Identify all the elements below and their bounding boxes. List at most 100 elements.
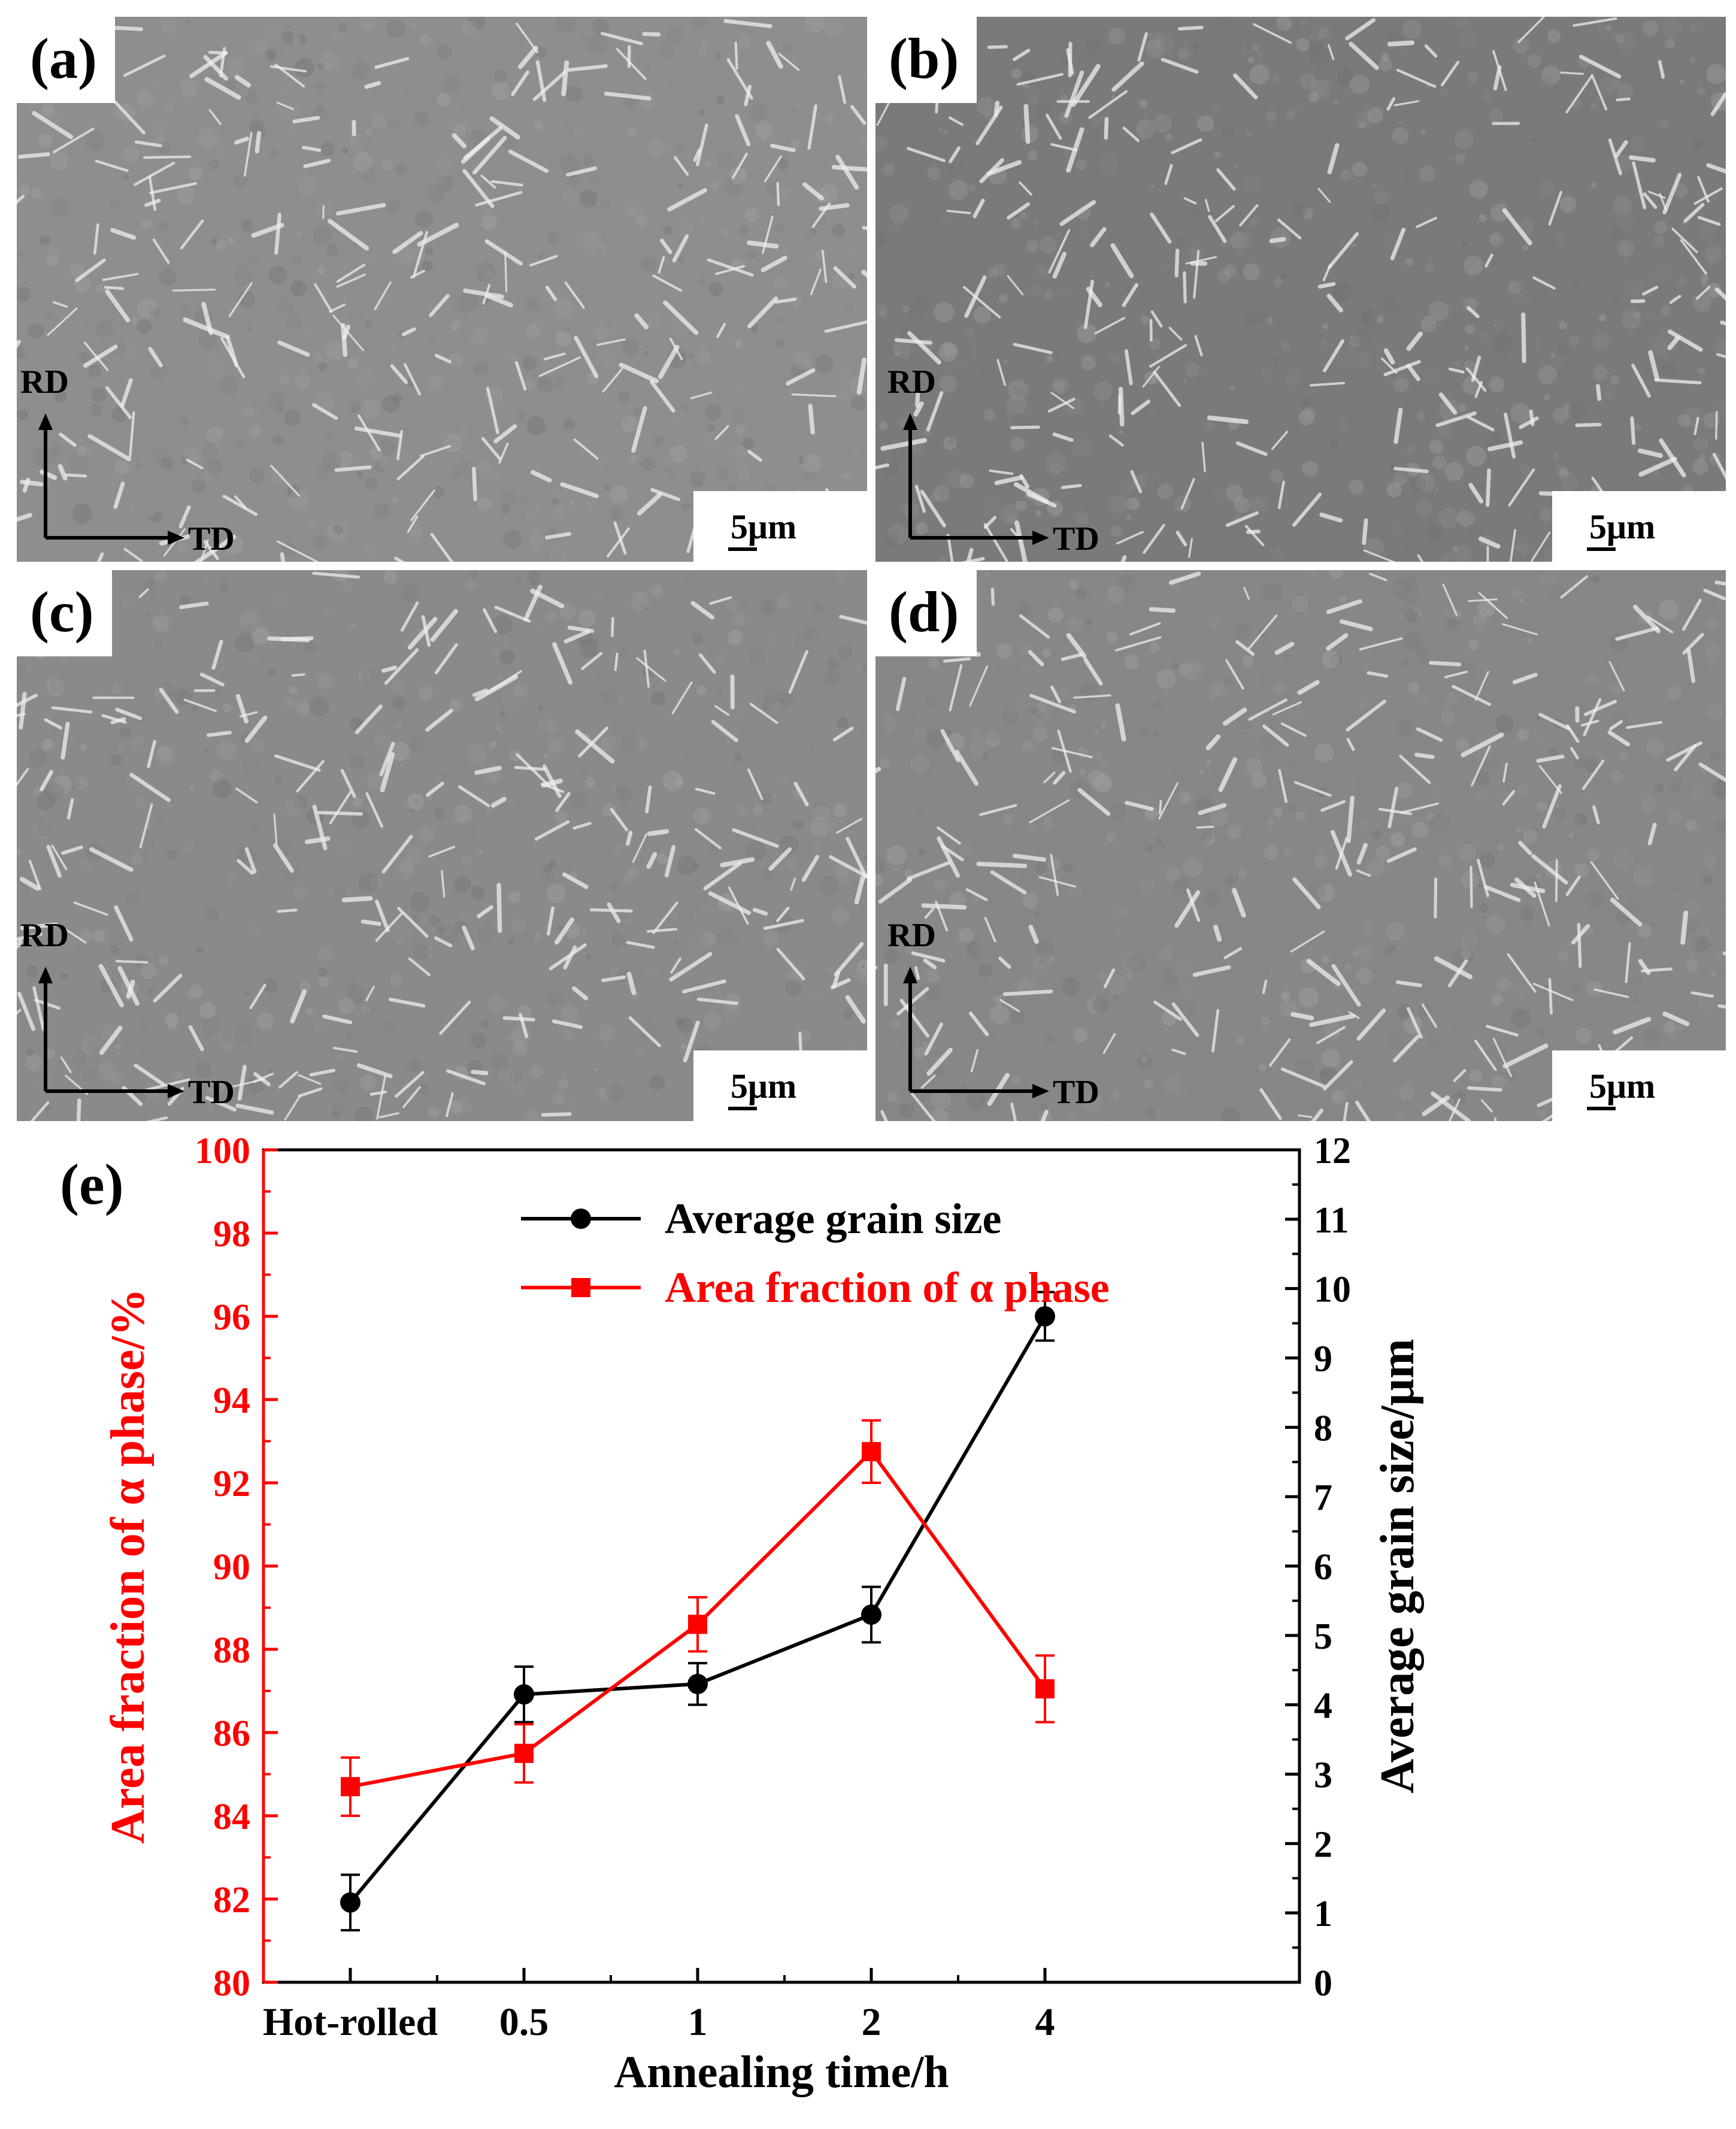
- grain-boundary: [237, 859, 254, 875]
- grain-boundary: [1316, 1026, 1346, 1044]
- grain-boundary: [98, 964, 124, 1008]
- grain-boundary: [73, 901, 108, 916]
- grain-boundary: [695, 123, 708, 166]
- grain-boundary: [1431, 1091, 1471, 1121]
- grain-boundary: [1400, 802, 1439, 814]
- grain-boundary: [846, 837, 867, 879]
- grain-boundary: [614, 652, 619, 671]
- grain-boundary: [312, 403, 338, 420]
- grain-boundary: [1484, 885, 1521, 903]
- grain-boundary: [776, 181, 780, 207]
- grain-boundary: [483, 608, 498, 634]
- grain-boundary: [152, 238, 170, 264]
- grain-boundary: [52, 128, 95, 154]
- grain-boundary: [17, 195, 25, 204]
- grain-boundary: [1714, 287, 1726, 301]
- grain-boundary: [87, 434, 132, 462]
- grain-boundary: [1272, 701, 1302, 716]
- grain-boundary: [1477, 858, 1489, 897]
- grain-boundary: [89, 847, 134, 872]
- legend-marker: [571, 1209, 591, 1229]
- grain-boundary: [123, 548, 143, 562]
- grain-boundary: [1537, 1098, 1554, 1107]
- grain-boundary: [1356, 1008, 1386, 1041]
- legend-label: Average grain size: [665, 1195, 1001, 1243]
- grain-boundary: [1492, 1037, 1513, 1077]
- left-tick-label: 92: [213, 1464, 250, 1504]
- grain-boundary: [563, 629, 590, 644]
- grain-boundary: [831, 165, 867, 172]
- grain-boundary: [1114, 636, 1162, 652]
- orientation-arrows: [38, 967, 184, 1098]
- grain-boundary: [913, 401, 924, 417]
- grain-boundary: [1183, 197, 1197, 205]
- grain-boundary: [532, 70, 566, 101]
- grain-boundary: [1247, 614, 1278, 650]
- grain-boundary: [1040, 1110, 1049, 1121]
- grain-boundary: [378, 1112, 399, 1119]
- grain-boundary: [1050, 853, 1059, 896]
- grain-boundary: [1671, 228, 1698, 253]
- grain-boundary: [172, 288, 216, 292]
- grain-boundary: [420, 444, 452, 458]
- grain-boundary: [946, 210, 971, 214]
- grain-boundary: [28, 859, 42, 891]
- grain-boundary: [764, 155, 782, 183]
- grain-boundary: [65, 473, 87, 478]
- grain-boundary: [567, 64, 608, 72]
- right-tick-label: 12: [1314, 1131, 1351, 1171]
- grain-boundary: [546, 906, 555, 936]
- grain-boundary: [994, 475, 1024, 486]
- grain-boundary: [239, 711, 258, 718]
- grain-boundary: [541, 1112, 572, 1117]
- grain-boundary: [143, 155, 192, 159]
- grain-boundary: [723, 19, 772, 29]
- grain-boundary: [1486, 546, 1489, 562]
- grain-boundary: [949, 146, 961, 163]
- grain-boundary: [354, 426, 402, 438]
- grain-boundary: [936, 826, 961, 845]
- left-tick-label: 98: [213, 1214, 250, 1255]
- grain-boundary: [135, 140, 162, 147]
- grain-boundary: [57, 923, 87, 944]
- grain-boundary: [1052, 252, 1067, 279]
- grain-boundary: [1143, 523, 1165, 554]
- grain-boundary: [1643, 192, 1658, 209]
- grain-boundary: [1697, 216, 1721, 226]
- grain-boundary: [601, 975, 626, 983]
- grain-boundary: [808, 404, 815, 435]
- grain-boundary: [1153, 1000, 1182, 1021]
- grain-boundary: [1502, 1043, 1549, 1068]
- grain-boundary: [116, 959, 149, 964]
- grain-boundary: [365, 986, 375, 1001]
- data-point: [687, 1673, 708, 1694]
- panel-label: (d): [875, 570, 977, 656]
- grain-boundary: [534, 820, 570, 841]
- grain-boundary: [1686, 648, 1696, 683]
- grain-boundary: [490, 180, 523, 187]
- scale-bar-box: 5μm: [693, 1050, 867, 1121]
- grain-boundary: [1560, 575, 1588, 599]
- td-label: TD: [1053, 1074, 1099, 1111]
- grain-boundary: [1177, 26, 1204, 31]
- grain-boundary: [270, 65, 307, 73]
- grain-boundary: [1531, 531, 1551, 562]
- grain-boundary: [829, 855, 867, 879]
- grain-boundary: [1340, 619, 1373, 632]
- grain-boundary: [1630, 416, 1636, 445]
- grain-boundary: [845, 995, 867, 1024]
- grain-boundary: [178, 505, 191, 529]
- grain-boundary: [104, 286, 124, 290]
- grain-boundary: [1716, 353, 1726, 359]
- grain-boundary: [1158, 799, 1162, 814]
- grain-boundary: [284, 1095, 301, 1121]
- grain-boundary: [1608, 138, 1622, 175]
- grain-boundary: [744, 84, 752, 107]
- grain-boundary: [1292, 492, 1322, 527]
- grain-boundary: [1012, 49, 1031, 62]
- grain-boundary: [983, 523, 1008, 562]
- grain-boundary: [616, 48, 647, 80]
- grain-boundary: [850, 105, 867, 125]
- grain-boundary: [251, 223, 284, 238]
- grain-boundary: [838, 75, 847, 104]
